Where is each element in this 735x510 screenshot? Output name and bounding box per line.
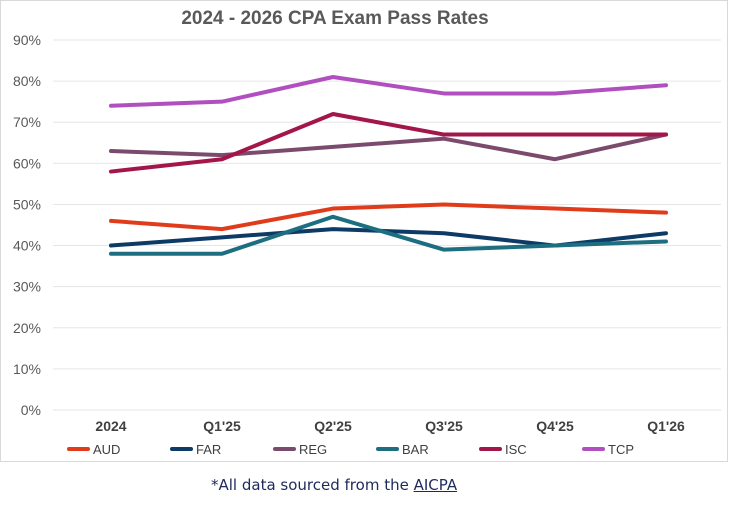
legend-item-isc: ISC (479, 442, 527, 457)
x-tick-label: Q4'25 (536, 418, 574, 434)
x-tick-label: Q2'25 (314, 418, 352, 434)
x-tick-label: Q1'26 (647, 418, 685, 434)
legend-item-aud: AUD (67, 442, 120, 457)
chart-title: 2024 - 2026 CPA Exam Pass Rates (181, 8, 488, 29)
y-tick-label: 60% (13, 155, 41, 171)
legend-item-bar: BAR (376, 442, 429, 457)
y-tick-label: 30% (13, 279, 41, 295)
y-tick-label: 80% (13, 73, 41, 89)
legend-label: BAR (402, 442, 429, 457)
series-line-aud (109, 202, 668, 232)
legend-label: TCP (608, 442, 634, 457)
line-chart: 2024 - 2026 CPA Exam Pass Rates 0% 10% 20%… (13, 8, 721, 457)
source-note-text: *All data sourced from the (211, 476, 414, 494)
y-tick-label: 0% (21, 402, 41, 418)
y-tick-label: 20% (13, 320, 41, 336)
chart-frame: 2024 - 2026 CPA Exam Pass Rates 0% 10% 20%… (0, 0, 728, 462)
series-line-reg (109, 132, 668, 162)
x-tick-label: 2024 (95, 418, 126, 434)
legend-label: AUD (93, 442, 120, 457)
series-line-isc (109, 112, 668, 174)
x-tick-label: Q3'25 (425, 418, 463, 434)
y-tick-label: 70% (13, 114, 41, 130)
source-note: *All data sourced from the AICPA (211, 476, 457, 494)
legend-item-far: FAR (170, 442, 221, 457)
legend-item-reg: REG (273, 442, 327, 457)
legend-label: FAR (196, 442, 221, 457)
series-line-bar (109, 214, 668, 256)
y-tick-label: 10% (13, 361, 41, 377)
y-tick-label: 40% (13, 238, 41, 254)
legend-label: ISC (505, 442, 527, 457)
y-tick-label: 90% (13, 32, 41, 48)
legend-item-tcp: TCP (582, 442, 634, 457)
x-tick-label: Q1'25 (203, 418, 241, 434)
y-tick-label: 50% (13, 196, 41, 212)
series-line-tcp (109, 75, 668, 108)
legend-label: REG (299, 442, 327, 457)
aicpa-link[interactable]: AICPA (413, 476, 458, 494)
